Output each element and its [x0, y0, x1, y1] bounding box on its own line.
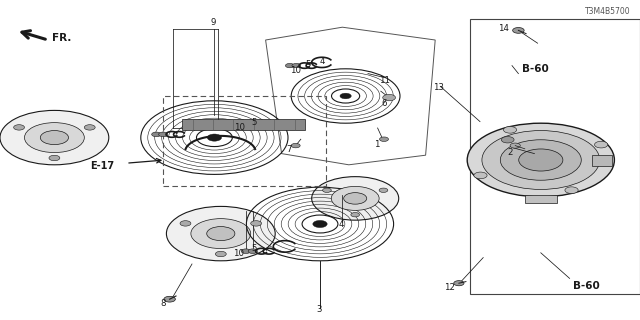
Circle shape: [191, 219, 251, 249]
Circle shape: [49, 155, 60, 161]
Text: 12: 12: [444, 284, 456, 292]
Circle shape: [565, 187, 578, 194]
Circle shape: [285, 63, 294, 68]
Circle shape: [344, 193, 367, 204]
Circle shape: [291, 143, 300, 148]
Circle shape: [500, 140, 581, 180]
Circle shape: [13, 125, 24, 130]
Circle shape: [24, 123, 84, 153]
Circle shape: [207, 227, 235, 241]
Text: 10: 10: [232, 249, 244, 258]
Circle shape: [312, 177, 399, 220]
Circle shape: [595, 141, 608, 148]
Circle shape: [241, 249, 250, 253]
Circle shape: [380, 137, 388, 141]
Circle shape: [166, 206, 275, 261]
Circle shape: [323, 188, 332, 192]
Circle shape: [510, 143, 520, 148]
FancyBboxPatch shape: [182, 119, 305, 131]
Circle shape: [292, 63, 301, 68]
Circle shape: [340, 93, 351, 99]
Text: B-60: B-60: [522, 64, 548, 74]
Circle shape: [332, 187, 379, 210]
Text: 4: 4: [339, 220, 344, 229]
Circle shape: [383, 94, 396, 101]
Text: 5: 5: [252, 118, 257, 127]
Circle shape: [180, 221, 191, 226]
Circle shape: [454, 281, 464, 286]
Text: 6: 6: [381, 100, 387, 108]
Text: FR.: FR.: [52, 33, 72, 43]
Text: B-60: B-60: [573, 281, 600, 292]
Text: 5: 5: [252, 244, 257, 253]
Circle shape: [518, 149, 563, 171]
Circle shape: [501, 137, 514, 143]
Circle shape: [215, 251, 227, 257]
Circle shape: [467, 123, 614, 197]
Text: T3M4B5700: T3M4B5700: [585, 7, 630, 16]
Text: 3: 3: [317, 305, 322, 314]
Text: E-17: E-17: [90, 161, 114, 172]
Circle shape: [159, 132, 168, 137]
Text: 13: 13: [433, 84, 444, 92]
Circle shape: [313, 220, 327, 228]
Circle shape: [504, 126, 516, 133]
Circle shape: [40, 131, 68, 145]
Text: 4: 4: [319, 57, 324, 66]
Circle shape: [351, 212, 360, 217]
Circle shape: [251, 221, 262, 226]
Circle shape: [379, 188, 388, 192]
Text: 10: 10: [290, 66, 301, 75]
Text: 7: 7: [287, 145, 292, 154]
Text: 1: 1: [374, 140, 379, 149]
FancyBboxPatch shape: [525, 195, 557, 203]
Circle shape: [164, 296, 175, 302]
Circle shape: [513, 28, 524, 33]
Text: 11: 11: [379, 76, 390, 85]
Circle shape: [482, 131, 600, 189]
Text: 2: 2: [508, 148, 513, 157]
Text: 10: 10: [234, 124, 246, 132]
Circle shape: [152, 132, 161, 137]
Text: 8: 8: [161, 299, 166, 308]
Circle shape: [84, 125, 95, 130]
Text: 5: 5: [306, 60, 311, 69]
Circle shape: [248, 249, 257, 253]
Text: 14: 14: [498, 24, 509, 33]
Circle shape: [474, 172, 487, 179]
Circle shape: [0, 110, 109, 165]
Text: 9: 9: [211, 18, 216, 27]
Circle shape: [207, 134, 221, 141]
FancyBboxPatch shape: [593, 155, 612, 166]
